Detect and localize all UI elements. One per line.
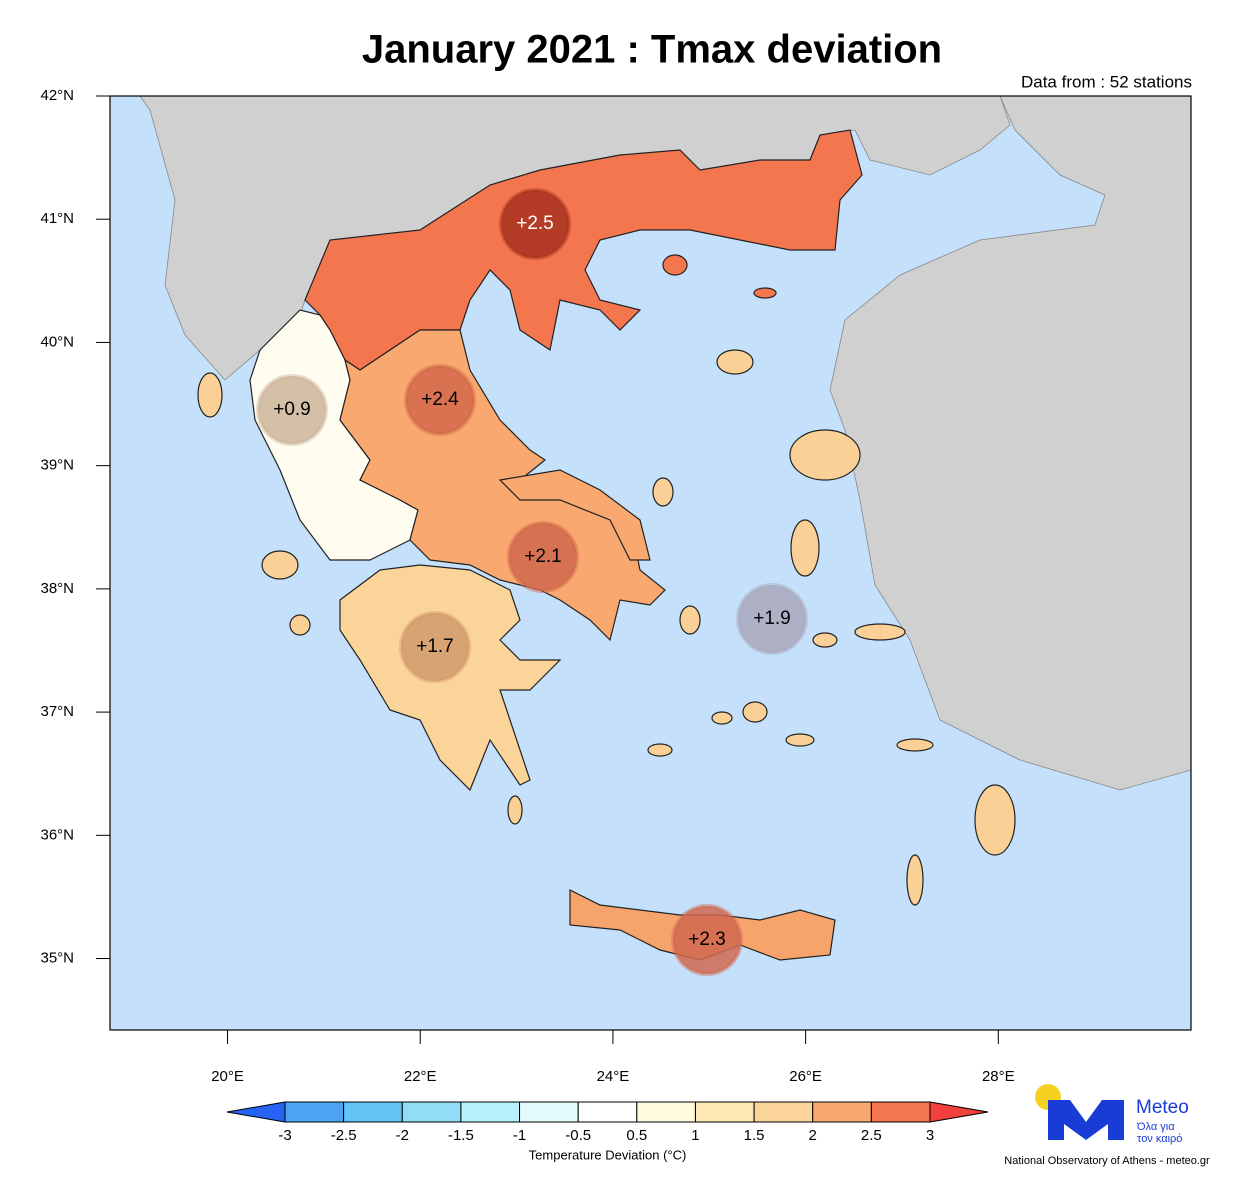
island [711, 711, 733, 725]
island [662, 254, 688, 276]
colorbar-label: -3 [278, 1127, 291, 1144]
island [647, 743, 673, 757]
x-tick-label: 22°E [404, 1068, 437, 1085]
logo: Meteo Όλα για τον καιρό National Observa… [1004, 1084, 1210, 1167]
deviation-marker [399, 611, 471, 683]
y-tick-label: 35°N [40, 950, 74, 967]
colorbar-label: 3 [926, 1127, 934, 1144]
deviation-label: +1.9 [753, 608, 791, 629]
colorbar-end [226, 1101, 286, 1123]
y-tick-label: 37°N [40, 703, 74, 720]
deviation-marker [499, 188, 571, 260]
island [812, 632, 838, 648]
island [896, 738, 934, 752]
island [974, 784, 1016, 856]
subtitle: Data from : 52 stations [1021, 72, 1192, 91]
island [753, 287, 777, 299]
y-tick-label: 39°N [40, 457, 74, 474]
logo-brand: Meteo [1136, 1097, 1189, 1118]
y-tick-label: 41°N [40, 210, 74, 227]
logo-tagline: τον καιρό [1137, 1133, 1182, 1145]
x-tick-label: 26°E [789, 1068, 822, 1085]
x-tick-label: 24°E [597, 1068, 630, 1085]
island [679, 605, 701, 635]
island [197, 372, 223, 418]
neighbours [139, 95, 1192, 791]
colorbar-box [401, 1101, 462, 1123]
island [716, 349, 754, 375]
neighbour-land [829, 95, 1192, 791]
deviation-marker [507, 521, 579, 593]
deviation-label: +2.1 [524, 546, 562, 567]
colorbar-box [694, 1101, 755, 1123]
region [304, 129, 863, 371]
deviation-label: +1.7 [416, 636, 454, 657]
island [789, 429, 861, 481]
island [790, 519, 820, 577]
colorbar-box [870, 1101, 931, 1123]
colorbar-box [636, 1101, 696, 1123]
region [498, 469, 651, 561]
colorbar-label: -0.5 [565, 1127, 591, 1144]
logo-tagline: Όλα για [1136, 1121, 1175, 1133]
y-tick-label: 42°N [40, 87, 74, 104]
island [261, 550, 299, 580]
deviation-marker [404, 364, 476, 436]
deviation-label: +2.4 [421, 389, 459, 410]
y-tick-label: 38°N [40, 580, 74, 597]
colorbar-box [753, 1101, 814, 1123]
colorbar-label: 2 [809, 1127, 817, 1144]
island [289, 614, 311, 636]
y-tick-label: 36°N [40, 826, 74, 843]
colorbar-label: -1 [513, 1127, 526, 1144]
colorbar-label: 0.5 [626, 1127, 647, 1144]
deviation-marker [736, 583, 808, 655]
title: January 2021 : Tmax deviation [362, 28, 942, 72]
logo-m [1048, 1100, 1124, 1140]
deviation-marker [256, 374, 328, 446]
colorbar-label: 1.5 [744, 1127, 765, 1144]
colorbar-label: -2 [396, 1127, 409, 1144]
credit: National Observatory of Athens - meteo.g… [1004, 1155, 1210, 1167]
island [742, 701, 768, 723]
colorbar-box [577, 1101, 638, 1123]
colorbar-box [519, 1101, 579, 1123]
deviation-label: +2.5 [516, 213, 554, 234]
island [507, 795, 523, 825]
colorbar-label: -2.5 [331, 1127, 357, 1144]
island [854, 623, 906, 641]
colorbar-box [812, 1101, 872, 1123]
island [906, 854, 924, 906]
colorbar-label: -1.5 [448, 1127, 474, 1144]
y-tick-label: 40°N [40, 333, 74, 350]
x-tick-label: 20°E [211, 1068, 244, 1085]
deviation-label: +0.9 [273, 399, 311, 420]
x-tick-label: 28°E [982, 1068, 1015, 1085]
colorbar-box [284, 1101, 345, 1123]
island [785, 733, 815, 747]
deviation-marker [671, 904, 743, 976]
island [652, 477, 674, 507]
colorbar-label: 1 [691, 1127, 699, 1144]
deviation-label: +2.3 [688, 929, 726, 950]
colorbar-title: Temperature Deviation (°C) [529, 1147, 687, 1162]
colorbar-box [343, 1101, 403, 1123]
colorbar-end [929, 1101, 989, 1123]
colorbar-box [460, 1101, 521, 1123]
frame [109, 95, 1192, 1031]
colorbar-label: 2.5 [861, 1127, 882, 1144]
